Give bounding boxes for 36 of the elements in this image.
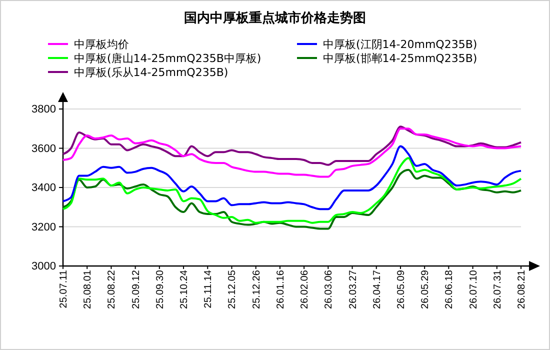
x-tick-label: 25.09.30: [154, 270, 166, 309]
x-tick-label: 25.12.05: [227, 270, 238, 309]
x-tick-label: 26.03.06: [324, 270, 335, 309]
x-tick-label: 26.02.06: [300, 270, 311, 309]
x-tick-label: 25.07.11: [58, 270, 70, 308]
y-tick-label: 3800: [32, 104, 56, 116]
y-tick-label: 3200: [32, 221, 56, 234]
y-tick-label: 3000: [32, 260, 56, 273]
x-tick-label: 26.08.21: [516, 270, 528, 309]
legend-label: 中厚板(江阴14-20mmQ235B): [323, 38, 478, 51]
x-tick-label: 26.01.16: [275, 270, 286, 309]
x-tick-label: 25.10.24: [179, 270, 190, 309]
x-tick-label: 26.04.17: [372, 270, 383, 309]
x-tick-label: 25.08.01: [82, 270, 94, 309]
y-tick-label: 3400: [32, 182, 56, 194]
legend-label: 中厚板(唐山14-25mmQ235B中厚板): [74, 52, 262, 65]
line-series: [62, 126, 522, 166]
line-series: [62, 168, 522, 230]
x-tick-label: 26.05.29: [420, 270, 432, 309]
legend-label: 中厚板(邯郸14-25mmQ235B): [323, 52, 478, 65]
line-series: [62, 145, 522, 210]
x-tick-label: 26.07.31: [492, 270, 504, 309]
x-tick-label: 26.06.18: [444, 270, 456, 309]
x-tick-label: 26.05.09: [396, 270, 407, 309]
y-tick-label: 3600: [32, 142, 56, 155]
x-tick-label: 25.08.22: [106, 270, 118, 309]
x-tick-label: 26.03.27: [348, 270, 359, 309]
chart-title: 国内中厚板重点城市价格走势图: [184, 10, 366, 26]
x-tick-label: 25.12.26: [251, 270, 262, 309]
line-series: [62, 157, 522, 224]
x-tick-label: 25.11.14: [203, 270, 214, 308]
x-tick-label: 26.07.10: [468, 270, 480, 309]
line-series: [62, 128, 522, 178]
legend-label: 中厚板(乐从14-25mmQ235B): [74, 66, 228, 79]
x-tick-label: 25.09.12: [130, 270, 142, 309]
legend-label: 中厚板均价: [74, 38, 129, 51]
